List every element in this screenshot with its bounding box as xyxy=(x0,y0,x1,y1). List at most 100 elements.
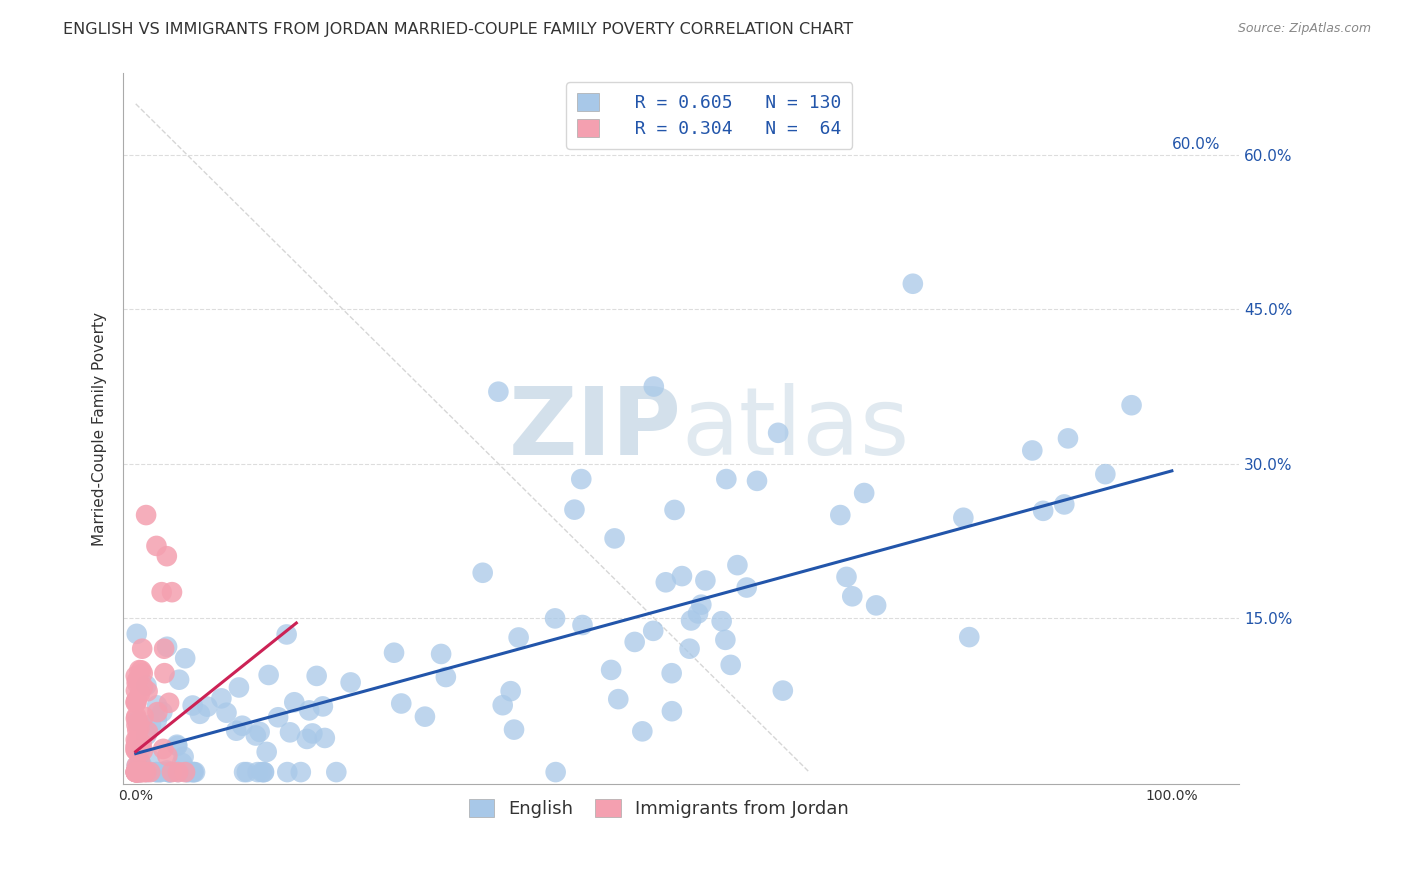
Point xyxy=(245,729,267,743)
Point xyxy=(172,756,194,770)
Point xyxy=(1032,504,1054,518)
Point xyxy=(257,668,280,682)
Point xyxy=(661,704,683,718)
Point xyxy=(413,709,436,723)
Y-axis label: Married-Couple Family Poverty: Married-Couple Family Poverty xyxy=(93,311,107,546)
Point xyxy=(544,611,567,625)
Point xyxy=(389,697,412,711)
Point xyxy=(766,425,789,440)
Point xyxy=(382,646,405,660)
Point xyxy=(125,676,148,690)
Point xyxy=(720,657,742,672)
Point xyxy=(710,614,733,628)
Point xyxy=(127,714,149,728)
Point xyxy=(131,736,153,750)
Point xyxy=(716,472,738,486)
Point xyxy=(486,384,509,399)
Point xyxy=(153,641,176,656)
Point xyxy=(125,765,148,780)
Point xyxy=(246,765,269,780)
Point xyxy=(146,698,169,713)
Point xyxy=(184,765,207,780)
Point xyxy=(157,696,180,710)
Point xyxy=(135,508,157,522)
Point xyxy=(125,683,148,698)
Point xyxy=(295,731,318,746)
Point xyxy=(159,765,181,780)
Point xyxy=(129,737,152,751)
Point xyxy=(125,759,148,773)
Point xyxy=(128,721,150,735)
Point xyxy=(128,663,150,677)
Point xyxy=(253,765,276,780)
Point xyxy=(671,569,693,583)
Point xyxy=(830,508,852,522)
Point xyxy=(225,723,247,738)
Point xyxy=(253,765,276,780)
Point xyxy=(159,765,181,780)
Point xyxy=(835,570,858,584)
Point xyxy=(181,698,204,713)
Point xyxy=(1053,498,1076,512)
Point xyxy=(145,765,167,780)
Point xyxy=(160,765,183,780)
Point xyxy=(600,663,623,677)
Point xyxy=(125,669,148,683)
Point xyxy=(314,731,336,745)
Point xyxy=(180,765,202,780)
Point xyxy=(339,675,361,690)
Point xyxy=(125,743,148,757)
Point xyxy=(166,738,188,752)
Point xyxy=(160,585,183,599)
Point xyxy=(957,630,980,644)
Point xyxy=(135,765,157,780)
Point xyxy=(156,549,179,564)
Point xyxy=(569,472,592,486)
Point xyxy=(153,666,176,681)
Point xyxy=(276,627,298,641)
Point xyxy=(188,706,211,721)
Point xyxy=(256,745,278,759)
Point xyxy=(129,664,152,678)
Point xyxy=(544,765,567,780)
Point xyxy=(125,765,148,780)
Point xyxy=(125,765,148,780)
Point xyxy=(125,765,148,780)
Text: ZIP: ZIP xyxy=(509,383,682,475)
Point xyxy=(156,764,179,778)
Point xyxy=(132,666,155,681)
Point xyxy=(678,641,700,656)
Point xyxy=(129,742,152,756)
Point xyxy=(129,737,152,751)
Point xyxy=(125,696,148,710)
Point xyxy=(173,749,195,764)
Point xyxy=(215,706,238,720)
Point xyxy=(125,627,148,641)
Point xyxy=(135,728,157,742)
Point xyxy=(1094,467,1116,482)
Point xyxy=(145,539,167,553)
Point xyxy=(128,754,150,768)
Point xyxy=(249,725,271,739)
Point xyxy=(290,765,312,780)
Point xyxy=(167,765,190,780)
Point xyxy=(434,670,457,684)
Point xyxy=(623,635,645,649)
Point xyxy=(125,758,148,772)
Point xyxy=(157,765,180,780)
Point xyxy=(1057,431,1080,445)
Point xyxy=(492,698,515,713)
Point xyxy=(136,724,159,739)
Point xyxy=(643,379,665,393)
Point xyxy=(131,760,153,774)
Point xyxy=(267,710,290,724)
Point xyxy=(146,765,169,780)
Point xyxy=(149,765,172,780)
Point xyxy=(125,765,148,780)
Point xyxy=(643,624,665,638)
Point xyxy=(607,692,630,706)
Point xyxy=(305,669,328,683)
Text: 60.0%: 60.0% xyxy=(1171,137,1220,153)
Point xyxy=(125,709,148,723)
Point xyxy=(233,765,256,780)
